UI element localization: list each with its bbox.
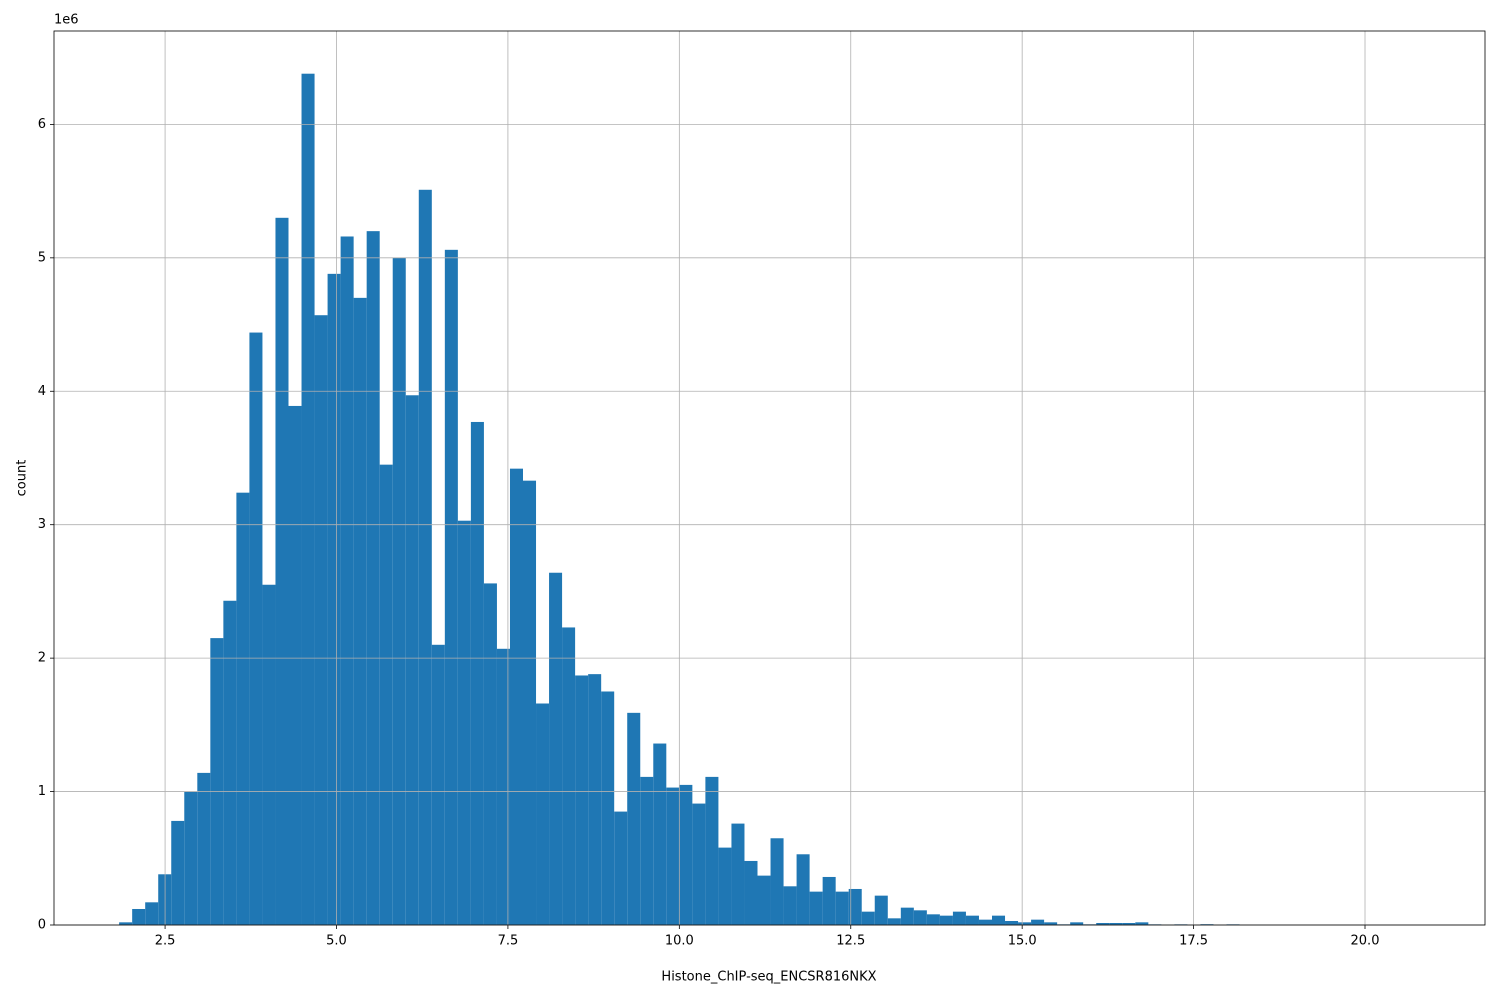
x-axis-label: Histone_ChIP-seq_ENCSR816NKX: [661, 970, 876, 985]
y-axis-label: count: [15, 460, 30, 497]
bar: [523, 481, 536, 925]
x-tick-label: 20.0: [1351, 934, 1380, 949]
bar: [705, 777, 718, 925]
bar: [145, 902, 158, 925]
bar: [744, 861, 757, 925]
bar: [758, 876, 771, 925]
bar: [406, 395, 419, 925]
y-tick-label: 5: [38, 250, 46, 265]
bar: [797, 854, 810, 925]
bar: [184, 792, 197, 925]
bar: [653, 744, 666, 925]
bar: [914, 910, 927, 925]
bar: [471, 422, 484, 925]
bar: [992, 916, 1005, 925]
bar: [862, 912, 875, 925]
y-tick-label: 1: [38, 784, 46, 799]
bar: [940, 916, 953, 925]
bar: [302, 74, 315, 925]
bar: [354, 298, 367, 925]
bar: [432, 645, 445, 925]
bar: [823, 877, 836, 925]
bar: [979, 920, 992, 925]
bar: [536, 704, 549, 925]
x-tick-label: 10.0: [665, 934, 694, 949]
bar: [393, 258, 406, 925]
bar: [484, 583, 497, 925]
bar: [614, 812, 627, 925]
bar: [575, 675, 588, 925]
bar: [784, 886, 797, 925]
bar: [458, 521, 471, 925]
bar: [367, 231, 380, 925]
bar: [1005, 921, 1018, 925]
bar: [1070, 922, 1083, 925]
y-tick-label: 6: [38, 117, 46, 132]
x-tick-label: 12.5: [836, 934, 865, 949]
bar: [119, 922, 132, 925]
bar: [875, 896, 888, 925]
bar: [731, 824, 744, 925]
bar: [1031, 920, 1044, 925]
x-tick-label: 2.5: [155, 934, 176, 949]
bar: [901, 908, 914, 925]
bar: [666, 788, 679, 925]
bar: [171, 821, 184, 925]
bar: [197, 773, 210, 925]
y-tick-label: 0: [38, 918, 46, 933]
bar: [588, 674, 601, 925]
bar: [380, 465, 393, 925]
bar: [210, 638, 223, 925]
bar: [927, 914, 940, 925]
bar: [262, 585, 275, 925]
bar: [627, 713, 640, 925]
bar: [810, 892, 823, 925]
bar: [718, 848, 731, 925]
bar: [223, 601, 236, 925]
y-tick-label: 4: [38, 384, 46, 399]
y-tick-label: 2: [38, 651, 46, 666]
bar: [328, 274, 341, 925]
y-tick-label: 3: [38, 517, 46, 532]
bar: [679, 785, 692, 925]
x-tick-label: 15.0: [1008, 934, 1037, 949]
bar: [953, 912, 966, 925]
bar: [419, 190, 432, 925]
bar: [888, 918, 901, 925]
bar: [445, 250, 458, 925]
bar: [771, 838, 784, 925]
bar: [341, 236, 354, 925]
bar: [236, 493, 249, 925]
bar: [289, 406, 302, 925]
bar: [836, 892, 849, 925]
bar: [1135, 922, 1148, 925]
y-offset-label: 1e6: [54, 13, 79, 28]
bar: [1018, 922, 1031, 925]
x-tick-label: 5.0: [326, 934, 347, 949]
bar: [562, 627, 575, 925]
bar: [692, 804, 705, 925]
x-tick-label: 7.5: [498, 934, 519, 949]
bar: [275, 218, 288, 925]
bar: [249, 333, 262, 925]
bar: [510, 469, 523, 925]
bar: [549, 573, 562, 925]
bar: [640, 777, 653, 925]
bar: [132, 909, 145, 925]
bar: [601, 691, 614, 925]
bar: [1044, 922, 1057, 925]
x-tick-label: 17.5: [1179, 934, 1208, 949]
bar: [966, 916, 979, 925]
bar: [315, 315, 328, 925]
